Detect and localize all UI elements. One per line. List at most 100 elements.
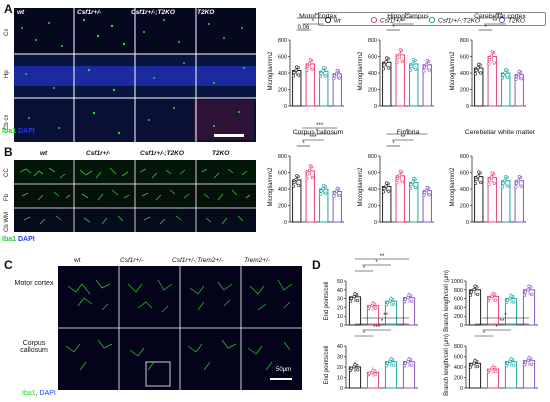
data-point bbox=[332, 194, 336, 198]
chart-title-5: Cerebellar white matter bbox=[465, 129, 536, 136]
panel-a-stain-legend: Iba1 DAPI bbox=[2, 128, 35, 135]
data-point bbox=[505, 361, 510, 365]
data-point bbox=[530, 362, 534, 366]
data-point bbox=[494, 298, 498, 302]
data-point bbox=[527, 284, 531, 288]
y-tick-label: 600 bbox=[460, 171, 469, 177]
data-point bbox=[489, 175, 494, 179]
data-point bbox=[514, 74, 519, 79]
data-point bbox=[468, 293, 473, 297]
data-point bbox=[398, 48, 402, 52]
y-tick-label: 40 bbox=[337, 344, 343, 350]
data-point bbox=[477, 170, 481, 174]
data-point bbox=[412, 176, 416, 181]
data-point bbox=[356, 368, 360, 372]
data-point bbox=[310, 67, 314, 71]
data-point bbox=[512, 363, 516, 367]
y-tick-label: 30 bbox=[337, 355, 343, 361]
panel-c-col-csf1r-trem2: Csf1r+/-;Trem2+/- bbox=[172, 257, 224, 264]
data-point bbox=[397, 173, 402, 177]
data-point bbox=[517, 175, 521, 179]
significance-label: ** bbox=[383, 313, 388, 319]
data-point bbox=[412, 58, 416, 62]
y-tick-label: 200 bbox=[454, 314, 463, 320]
data-point bbox=[385, 181, 389, 185]
data-point bbox=[476, 66, 480, 70]
data-point bbox=[469, 363, 474, 367]
y-tick-label: 30 bbox=[337, 297, 343, 303]
data-point bbox=[474, 177, 478, 181]
y-tick-label: 0 bbox=[284, 220, 287, 226]
significance-label: ** bbox=[401, 19, 406, 25]
y-tick-label: 800 bbox=[460, 38, 469, 44]
panel-b-col-csf1r: Csf1r+/- bbox=[86, 150, 111, 157]
data-point bbox=[487, 62, 491, 66]
legend-graphic: wt Csf1r+/- Csf1r+/-;T2KO T2KO bbox=[324, 16, 525, 25]
legend-label-1: Csf1r+/- bbox=[380, 18, 404, 25]
dapi-label: DAPI bbox=[39, 390, 56, 397]
y-tick-label: 20 bbox=[337, 305, 343, 311]
data-point bbox=[427, 193, 431, 197]
data-point bbox=[367, 371, 372, 375]
data-point bbox=[291, 184, 296, 188]
chart-2: Cerebellar cortex Microglia/mm2 0 200 400 600… bbox=[450, 13, 526, 110]
data-point bbox=[410, 299, 414, 303]
y-tick-label: 0 bbox=[460, 386, 463, 392]
chart-0: Motor cortex Microglia/mm2 0 200 400 600 800 0.… bbox=[268, 13, 344, 110]
data-point bbox=[514, 181, 519, 185]
chart-ylabel-3: Microglia/mm2 bbox=[268, 167, 274, 207]
data-point bbox=[348, 299, 353, 303]
data-point bbox=[473, 72, 478, 76]
data-point bbox=[335, 186, 339, 191]
legend-label-3: T2KO bbox=[508, 18, 525, 25]
y-tick-label: 600 bbox=[454, 297, 463, 303]
data-point bbox=[392, 302, 396, 306]
y-tick-label: 600 bbox=[368, 171, 377, 177]
y-tick-label: 400 bbox=[460, 71, 469, 77]
y-tick-label: 200 bbox=[460, 204, 469, 210]
data-point bbox=[352, 294, 356, 299]
panel-a-micrograph bbox=[14, 8, 256, 142]
data-point bbox=[414, 185, 418, 190]
y-tick-label: 0 bbox=[340, 323, 343, 329]
data-point bbox=[514, 77, 518, 81]
panel-b-col-csf1r-t2ko: Csf1r+/-;T2KO bbox=[140, 150, 184, 157]
data-point bbox=[392, 363, 396, 367]
data-point bbox=[523, 360, 528, 364]
data-point bbox=[356, 298, 360, 303]
legend-marker-2 bbox=[428, 16, 436, 24]
significance-label: * bbox=[483, 331, 486, 337]
chart-ylabel-4: Microglia/mm2 bbox=[358, 167, 364, 207]
data-point bbox=[425, 185, 429, 190]
y-tick-label: 200 bbox=[454, 376, 463, 382]
data-point bbox=[308, 58, 312, 62]
y-tick-label: 0 bbox=[466, 104, 469, 110]
data-point bbox=[487, 296, 492, 300]
genotype-legend: wt Csf1r+/- Csf1r+/-;T2KO T2KO bbox=[318, 12, 546, 26]
data-point bbox=[424, 188, 429, 192]
data-point bbox=[473, 284, 477, 288]
panel-a-col-csf1r: Csf1r+/- bbox=[77, 9, 102, 16]
chart-title-0: Motor cortex bbox=[299, 13, 337, 20]
data-point bbox=[407, 293, 411, 297]
data-point bbox=[297, 73, 301, 77]
chart-7: Branch length/cell (μm) 0 200 400 600 800 1000 bbox=[444, 270, 538, 332]
data-point bbox=[332, 74, 337, 78]
data-point bbox=[389, 357, 393, 361]
data-point bbox=[422, 65, 427, 69]
panel-letter-a: A bbox=[4, 2, 13, 16]
data-point bbox=[408, 68, 413, 72]
data-point bbox=[476, 292, 480, 296]
data-point bbox=[385, 301, 390, 305]
data-point bbox=[332, 77, 336, 81]
data-point bbox=[337, 193, 341, 198]
panel-a-col-wt: wt bbox=[17, 9, 25, 16]
data-point bbox=[382, 187, 386, 191]
data-point bbox=[469, 290, 474, 294]
data-point bbox=[318, 74, 323, 79]
y-tick-label: 800 bbox=[278, 154, 287, 160]
data-point bbox=[335, 69, 339, 73]
data-point bbox=[424, 62, 429, 66]
data-point bbox=[504, 175, 508, 179]
